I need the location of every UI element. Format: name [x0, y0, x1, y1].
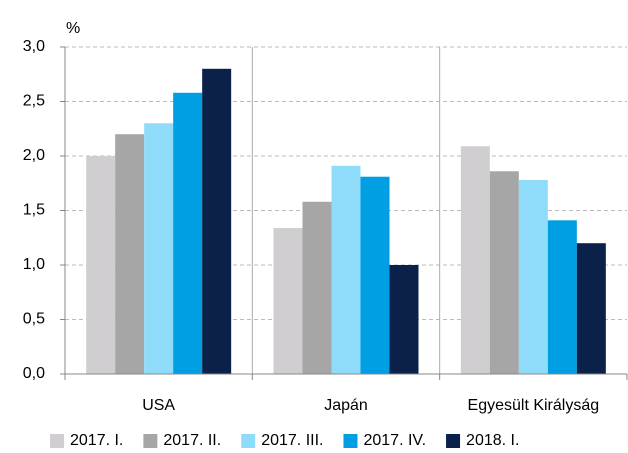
- bar: [460, 146, 490, 374]
- legend-label: 2017. III.: [261, 432, 323, 449]
- legend-swatch: [241, 434, 256, 448]
- bar: [518, 179, 548, 374]
- y-axis-unit: %: [66, 20, 80, 37]
- legend-label: 2017. IV.: [363, 432, 426, 449]
- legend-swatch: [446, 434, 461, 448]
- bar: [360, 176, 390, 374]
- bar: [173, 92, 203, 374]
- bar: [576, 243, 606, 374]
- legend-swatch: [50, 434, 64, 448]
- x-tick-label: Egyesült Királyság: [468, 397, 600, 414]
- legend-swatch: [143, 434, 158, 448]
- y-tick-label: 2,0: [23, 147, 45, 164]
- bar: [86, 156, 116, 374]
- legend-label: 2018. I.: [466, 432, 519, 449]
- legend-label: 2017. II.: [163, 432, 221, 449]
- y-tick-label: 1,5: [23, 202, 45, 219]
- bar: [202, 68, 232, 375]
- y-tick-label: 0,5: [23, 311, 45, 328]
- bar: [115, 134, 145, 374]
- y-tick-label: 0,0: [23, 365, 45, 382]
- bar: [302, 201, 332, 374]
- x-tick-label: USA: [142, 397, 175, 414]
- bar: [389, 265, 419, 374]
- bar: [547, 220, 577, 374]
- y-tick-label: 2,5: [23, 93, 45, 110]
- bar: [144, 123, 174, 374]
- legend-swatch: [343, 434, 358, 448]
- bar: [331, 165, 361, 374]
- y-tick-label: 1,0: [23, 256, 45, 273]
- bar: [273, 227, 303, 374]
- bar: [489, 171, 519, 374]
- x-tick-label: Japán: [324, 397, 368, 414]
- legend-label: 2017. I.: [70, 432, 123, 449]
- y-tick-label: 3,0: [23, 38, 45, 55]
